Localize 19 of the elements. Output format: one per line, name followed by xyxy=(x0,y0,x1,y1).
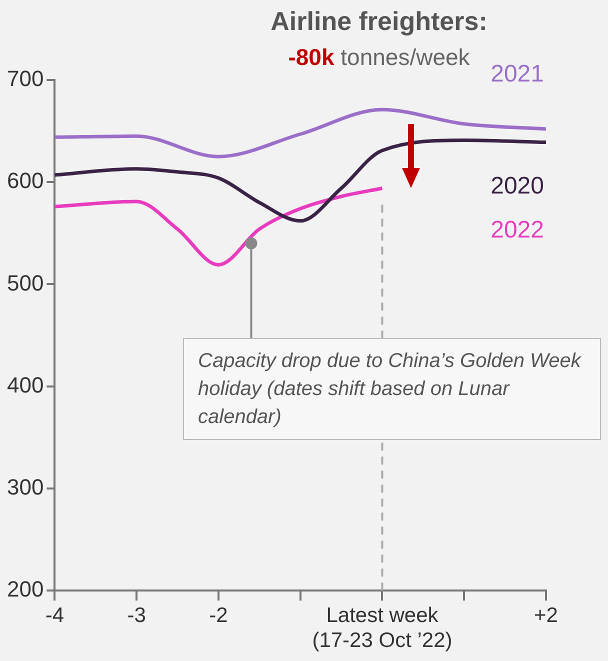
x-tick-label: -2 xyxy=(209,604,228,627)
line-series xyxy=(54,186,384,267)
x-tick-label: -4 xyxy=(45,604,64,627)
chart-subtitle: -80k tonnes/week xyxy=(288,44,470,70)
annotation: Capacity drop due to China’s Golden Week holiday (dates shift based on Lunar calendar) xyxy=(183,338,601,440)
y-tick-label: 300 xyxy=(6,474,44,500)
y-tick-label: 600 xyxy=(6,168,44,194)
y-tick-label: 500 xyxy=(6,270,44,296)
x-tick-label: -3 xyxy=(127,604,146,627)
series-label: 2021 xyxy=(490,60,544,88)
line-series xyxy=(54,108,546,158)
text: 2022 xyxy=(490,216,544,244)
y-tick-label: 200 xyxy=(6,576,44,602)
series-label: 2020 xyxy=(490,172,544,200)
y-tick-label: 700 xyxy=(6,66,44,92)
x-tick-label: +2 xyxy=(534,604,558,627)
y-tick-label: 400 xyxy=(6,372,44,398)
chart-title: Airline freighters: xyxy=(270,6,488,37)
x-tick-label: Latest week (17-23 Oct ’22) xyxy=(312,604,452,652)
